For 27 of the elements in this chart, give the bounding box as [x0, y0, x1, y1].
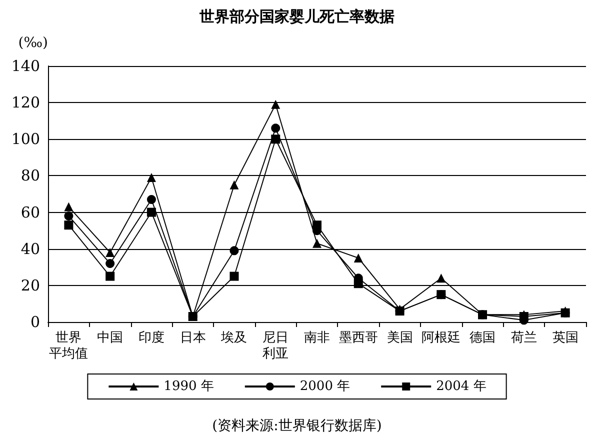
text: (资料来源:世界银行数据库) — [212, 418, 382, 434]
x-tick-label: 英国 — [552, 330, 578, 346]
y-tick-label: 40 — [20, 240, 40, 258]
y-axis-title: (‰) — [18, 35, 48, 51]
x-tick-label: 日本 — [180, 330, 206, 346]
chart-title: 世界部分国家婴儿死亡率数据 — [198, 8, 394, 26]
legend-label: 2000 年 — [300, 379, 350, 394]
y-tick-label: 80 — [20, 166, 40, 185]
y-tick-label: 0 — [30, 313, 40, 331]
y-tick-label: 120 — [11, 94, 40, 112]
x-tick-label: 世界平均值 — [49, 330, 88, 362]
x-tick-label: 荷兰 — [510, 330, 537, 346]
legend-label: 1990 年 — [164, 379, 214, 394]
x-tick-label: 墨西哥 — [338, 330, 378, 346]
y-tick-label: 20 — [20, 276, 40, 294]
y-tick-label: 60 — [20, 203, 40, 222]
x-tick-label: 阿根廷 — [422, 330, 461, 346]
x-tick-label: 美国 — [386, 330, 413, 346]
x-tick-label: 埃及 — [220, 330, 248, 346]
x-tick-label: 尼日利亚 — [262, 330, 289, 362]
x-tick-label: 中国 — [97, 330, 124, 346]
y-tick-label: 140 — [11, 57, 40, 75]
x-tick-label: 南非 — [304, 330, 330, 346]
legend-label: 2004 年 — [436, 379, 486, 394]
x-tick-label: 德国 — [470, 330, 496, 346]
x-tick-label: 印度 — [138, 330, 164, 346]
y-tick-label: 100 — [11, 130, 40, 148]
